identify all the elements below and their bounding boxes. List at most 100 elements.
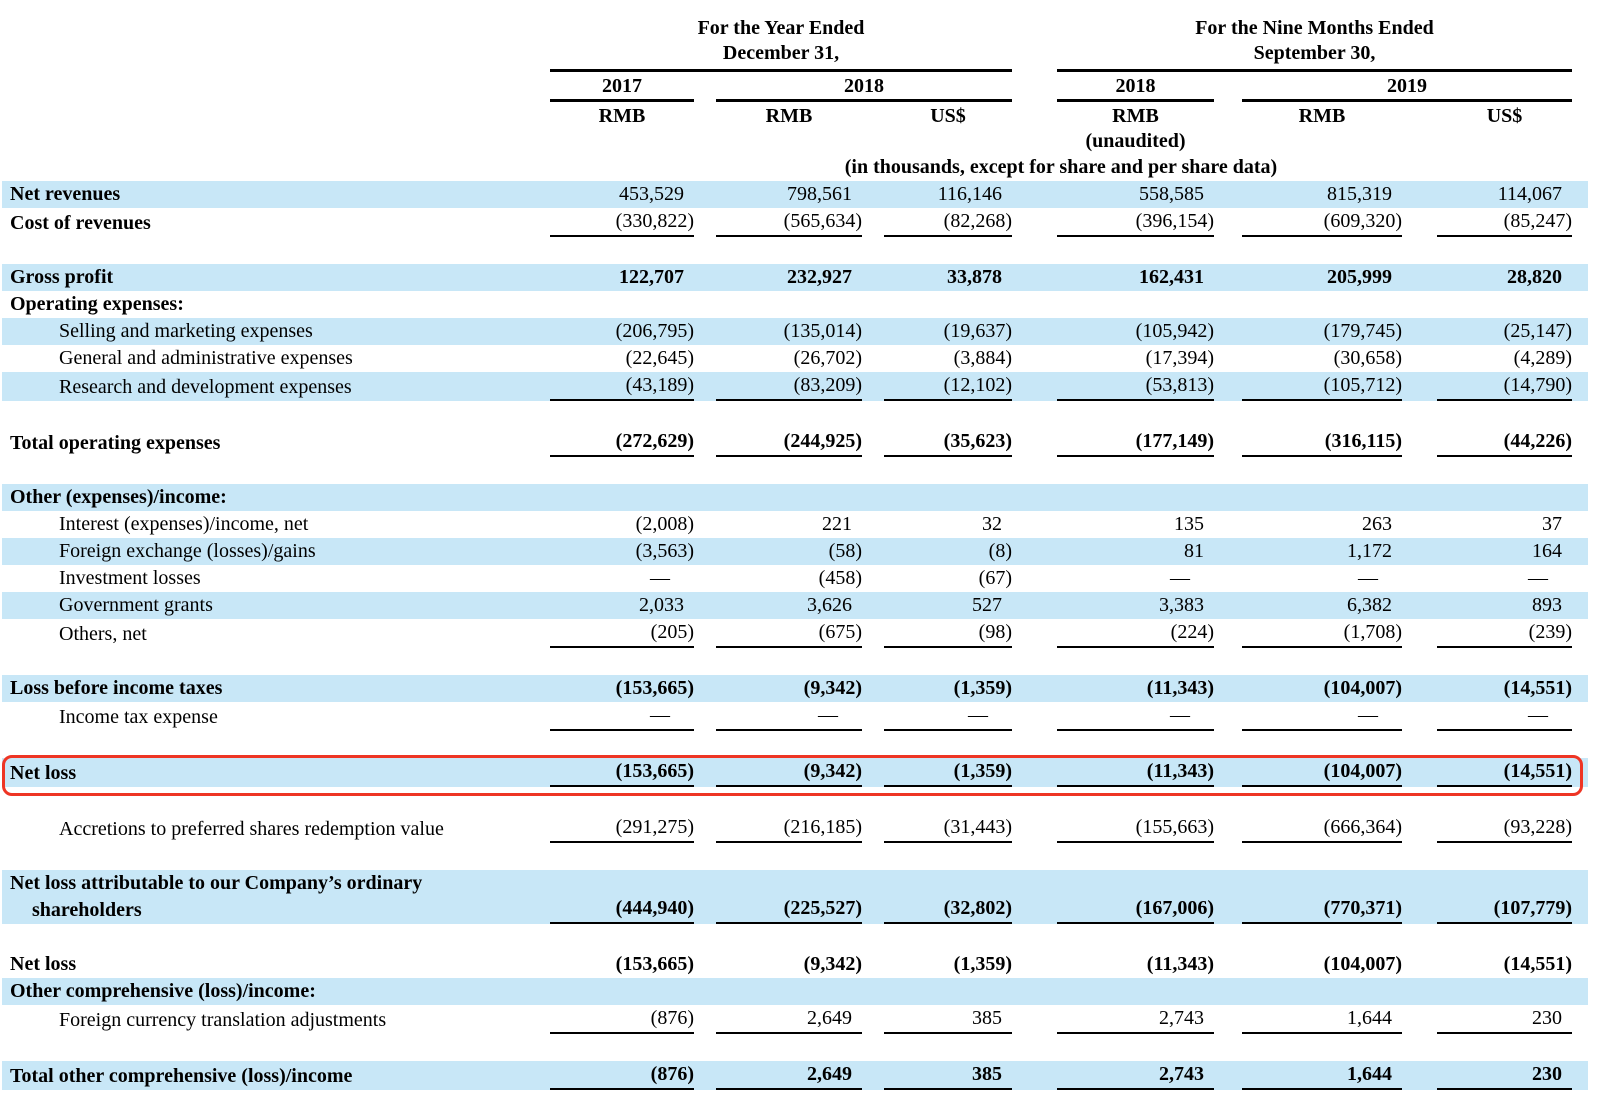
spacer-row <box>2 924 1588 951</box>
cell-value: (58) <box>828 540 862 562</box>
cell-value: 33,878 <box>947 266 1002 288</box>
row-label: General and administrative expenses <box>59 347 353 369</box>
row-label: Net loss attributable to our Company’s o… <box>10 872 423 921</box>
cell-value: (3,884) <box>953 347 1012 369</box>
cell-value: (3,563) <box>635 540 694 562</box>
cell-value: 37 <box>1542 513 1562 535</box>
units-note-row: (in thousands, except for share and per … <box>2 154 1588 181</box>
cell-value: 6,382 <box>1347 594 1392 616</box>
income-statement-table: Net revenues 453,529 798,561 116,146 558,585… <box>2 181 1588 1090</box>
row-label: Selling and marketing expenses <box>59 320 313 342</box>
cell-value: 114,067 <box>1497 183 1562 205</box>
spacer-row <box>2 648 1588 675</box>
table-row: Total operating expenses (272,629) (244,92… <box>2 428 1588 457</box>
cell-value: (25,147) <box>1503 320 1572 342</box>
cell-value: (244,925) <box>716 428 862 457</box>
row-label: Total operating expenses <box>10 432 221 454</box>
spacer-row <box>2 787 1588 814</box>
row-label: Loss before income taxes <box>10 677 223 699</box>
row-label: Operating expenses: <box>10 293 184 315</box>
cell-value: 135 <box>1174 513 1204 535</box>
row-label: Total other comprehensive (loss)/income <box>10 1065 353 1087</box>
table-header: For the Year Ended December 31, For the … <box>2 16 1588 72</box>
cell-value: (444,940) <box>550 895 694 924</box>
table-row: Investment losses — (458) (67) — — — <box>2 565 1588 592</box>
table-row: Loss before income taxes (153,665) (9,342)… <box>2 675 1588 702</box>
cell-value: (330,822) <box>550 208 694 237</box>
year-header-2019: 2019 <box>1242 73 1572 102</box>
cell-value: (31,443) <box>884 814 1012 843</box>
cell-value: (105,712) <box>1242 372 1402 401</box>
cell-value: 263 <box>1362 513 1392 535</box>
cell-value: (53,813) <box>1057 372 1214 401</box>
cell-value: (17,394) <box>1145 347 1214 369</box>
row-label: Accretions to preferred shares redemptio… <box>59 818 444 840</box>
cell-value: (167,006) <box>1057 895 1214 924</box>
cell-value: (135,014) <box>783 320 862 342</box>
cell-value: (177,149) <box>1057 428 1214 457</box>
currency-header: US$ <box>930 105 966 127</box>
cell-value: (105,942) <box>1135 320 1214 342</box>
cell-value: 2,743 <box>1057 1005 1214 1034</box>
cell-value: 2,649 <box>716 1005 862 1034</box>
cell-value: (9,342) <box>803 953 862 975</box>
year-header-2018: 2018 <box>716 73 1012 102</box>
row-label: Investment losses <box>59 567 201 589</box>
cell-value: — <box>1242 702 1402 731</box>
cell-value: (14,551) <box>1503 677 1572 699</box>
cell-value: 2,033 <box>639 594 684 616</box>
cell-value: — <box>716 702 862 731</box>
currency-header: RMB <box>765 105 813 127</box>
table-row: Foreign currency translation adjustments… <box>2 1005 1588 1034</box>
row-label: Net loss <box>10 953 77 975</box>
cell-value: 3,626 <box>807 594 852 616</box>
col-group-nine-months: For the Nine Months Ended September 30, <box>1057 16 1572 72</box>
cell-value: (675) <box>716 619 862 648</box>
cell-value: 385 <box>884 1061 1012 1090</box>
row-label: Net revenues <box>10 183 121 205</box>
cell-value: 527 <box>972 594 1002 616</box>
cell-value: — <box>1057 702 1214 731</box>
row-label: Cost of revenues <box>10 212 151 234</box>
cell-value: — <box>1358 567 1378 589</box>
year-header-row: 2017 2018 2018 2019 <box>2 73 1588 102</box>
cell-value: 385 <box>884 1005 1012 1034</box>
cell-value: (876) <box>550 1061 694 1090</box>
cell-value: (609,320) <box>1242 208 1402 237</box>
cell-value: 221 <box>822 513 852 535</box>
table-row: Research and development expenses (43,189… <box>2 372 1588 401</box>
table-row: Other comprehensive (loss)/income: <box>2 978 1588 1005</box>
cell-value: — <box>1528 567 1548 589</box>
currency-header-row: RMB RMB US$ RMB (unaudited) RMB US$ <box>2 104 1588 154</box>
cell-value: (14,551) <box>1503 953 1572 975</box>
cell-value: (205) <box>550 619 694 648</box>
spacer-row <box>2 1034 1588 1061</box>
cell-value: 232,927 <box>787 266 852 288</box>
year-header-nm2018: 2018 <box>1057 73 1214 102</box>
cell-value: (104,007) <box>1323 677 1402 699</box>
cell-value: (104,007) <box>1323 953 1402 975</box>
row-label: Government grants <box>59 594 213 616</box>
cell-value: — <box>550 702 694 731</box>
cell-value: (1,359) <box>884 758 1012 787</box>
row-label: Foreign exchange (losses)/gains <box>59 540 316 562</box>
cell-value: (458) <box>818 567 862 589</box>
cell-value: 122,707 <box>619 266 684 288</box>
cell-value: 116,146 <box>937 183 1002 205</box>
table-row: Accretions to preferred shares redemptio… <box>2 814 1588 843</box>
row-label: Other comprehensive (loss)/income: <box>10 980 316 1002</box>
cell-value: (216,185) <box>716 814 862 843</box>
col-group-title-line2: September 30, <box>1253 42 1376 64</box>
table-row: Interest (expenses)/income, net (2,008) 22… <box>2 511 1588 538</box>
cell-value: (35,623) <box>884 428 1012 457</box>
cell-value: 1,172 <box>1347 540 1392 562</box>
col-group-title-line1: For the Year Ended <box>697 17 865 39</box>
spacer-row <box>2 457 1588 484</box>
table-row: Net loss attributable to our Company’s o… <box>2 870 1588 924</box>
cell-value: 1,644 <box>1242 1005 1402 1034</box>
row-label: Foreign currency translation adjustments <box>59 1009 387 1031</box>
row-label: Others, net <box>59 623 147 645</box>
cell-value: (98) <box>884 619 1012 648</box>
units-note: (in thousands, except for share and per … <box>844 156 1278 178</box>
table-row: Operating expenses: <box>2 291 1588 318</box>
